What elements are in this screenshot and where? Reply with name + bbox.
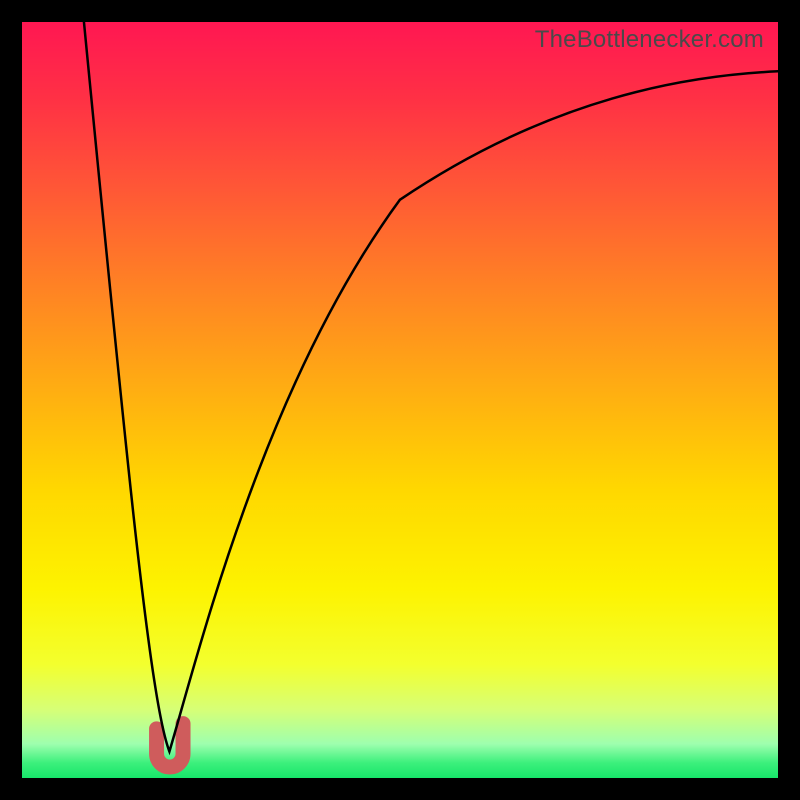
plot-area — [22, 22, 778, 778]
chart-frame: TheBottlenecker.com — [0, 0, 800, 800]
watermark-text: TheBottlenecker.com — [535, 26, 764, 54]
bottleneck-curve-chart — [22, 22, 778, 778]
gradient-background — [22, 22, 778, 778]
